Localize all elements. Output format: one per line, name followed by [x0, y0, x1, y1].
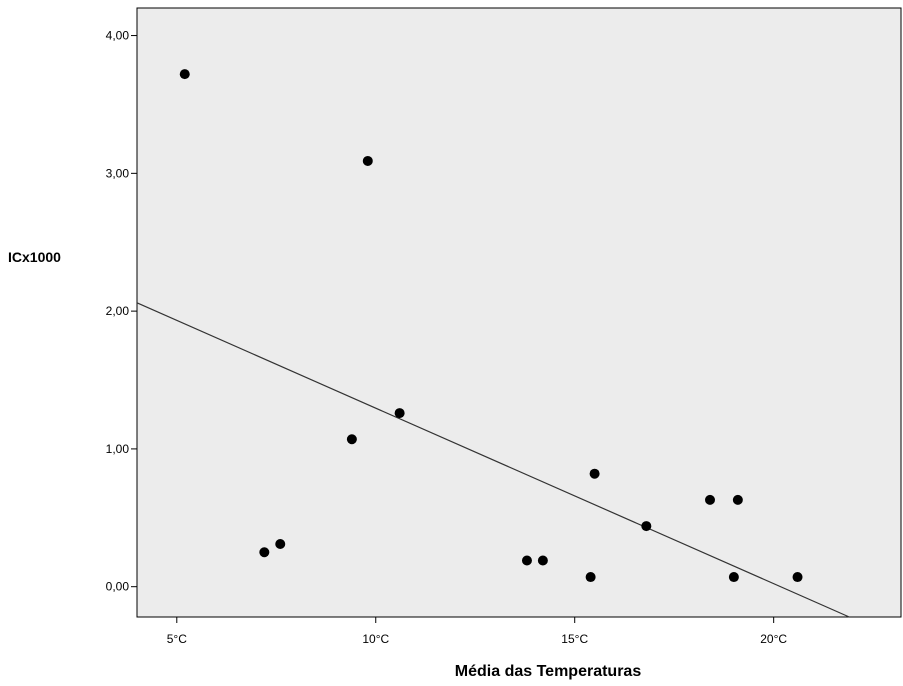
- data-point: [641, 521, 652, 532]
- x-axis-title: Média das Temperaturas: [455, 663, 642, 680]
- x-tick-label: 20°C: [760, 632, 787, 646]
- data-point: [792, 572, 803, 583]
- data-point: [394, 408, 405, 419]
- y-tick-label: 4,00: [106, 29, 130, 43]
- data-point: [589, 468, 600, 479]
- data-point: [521, 555, 532, 566]
- y-axis-title: ICx1000: [8, 249, 61, 265]
- data-point: [585, 572, 596, 583]
- y-tick-label: 2,00: [106, 304, 130, 318]
- data-point: [259, 547, 270, 558]
- y-axis: 0,00 1,00 2,00 3,00 4,00: [106, 29, 137, 594]
- data-point: [346, 434, 357, 445]
- data-point: [362, 155, 373, 166]
- fit-line: [136, 302, 850, 618]
- y-tick-label: 1,00: [106, 442, 130, 456]
- data-point: [537, 555, 548, 566]
- x-tick-label: 15°C: [561, 632, 588, 646]
- x-tick-label: 10°C: [362, 632, 389, 646]
- data-point: [732, 494, 743, 505]
- points-group: [179, 69, 803, 583]
- x-tick-label: 5°C: [167, 632, 187, 646]
- data-point: [705, 494, 715, 505]
- data-point: [179, 69, 190, 80]
- y-tick-label: 0,00: [106, 580, 130, 594]
- data-point: [275, 538, 286, 549]
- plot-area: [136, 7, 902, 618]
- x-axis: 5°C 10°C 15°C 20°C: [167, 617, 787, 646]
- y-tick-label: 3,00: [106, 166, 130, 180]
- data-point: [728, 572, 739, 583]
